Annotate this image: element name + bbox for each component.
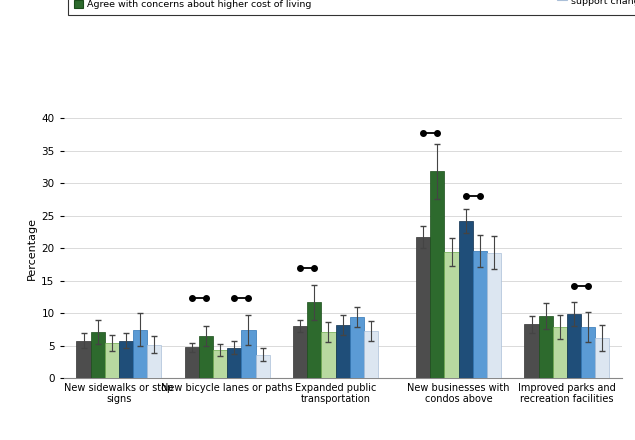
Bar — [364, 331, 378, 378]
Bar — [472, 251, 487, 378]
Bar — [133, 330, 147, 378]
Bar — [147, 345, 161, 378]
Legend: Total, Significant difference, Agree with concerns about higher cost of living, : Total, Significant difference, Agree wit… — [68, 0, 635, 15]
Bar — [293, 326, 307, 378]
Bar — [581, 327, 595, 378]
Bar — [458, 221, 472, 378]
Bar — [91, 332, 105, 378]
Bar — [105, 343, 119, 378]
Bar — [567, 314, 581, 378]
Bar — [444, 252, 458, 378]
Bar — [538, 316, 552, 378]
Bar — [595, 338, 610, 378]
Bar — [185, 347, 199, 378]
Bar — [241, 330, 255, 378]
Bar — [335, 325, 350, 378]
Bar — [350, 317, 364, 378]
Bar — [255, 355, 270, 378]
Bar — [307, 302, 321, 378]
Bar — [227, 348, 241, 378]
Bar — [76, 341, 91, 378]
Bar — [213, 350, 227, 378]
Bar — [119, 341, 133, 378]
Bar — [525, 324, 538, 378]
Y-axis label: Percentage: Percentage — [27, 216, 37, 280]
Bar — [552, 327, 567, 378]
Bar — [487, 253, 501, 378]
Bar — [321, 332, 335, 378]
Bar — [199, 336, 213, 378]
Bar — [416, 237, 431, 378]
Bar — [431, 171, 444, 378]
